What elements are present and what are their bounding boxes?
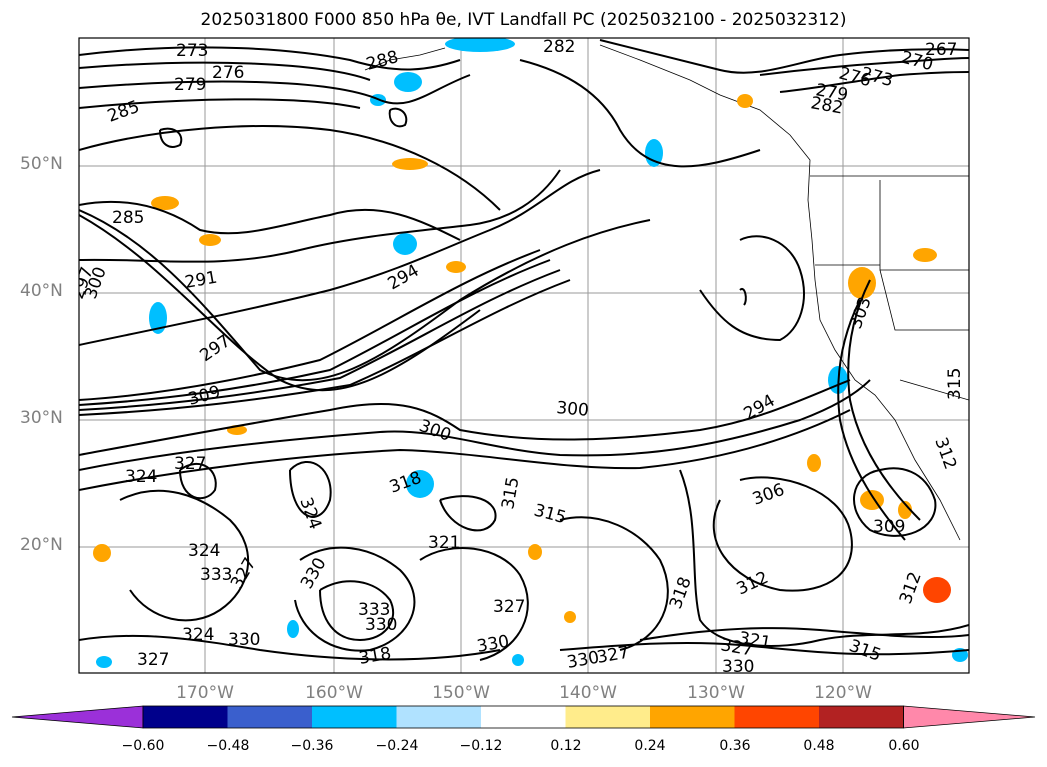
colorbar-segment [143, 706, 228, 728]
colorbar-tick-label: −0.60 [121, 738, 165, 754]
colorbar-tick-label: 0.12 [550, 738, 582, 754]
lat-label-30n: 30°N [20, 408, 63, 428]
colorbar-tick-label: 0.60 [888, 738, 920, 754]
contour-label: 327 [137, 650, 169, 670]
colorbar-segment [734, 706, 819, 728]
lat-label-50n: 50°N [20, 154, 63, 174]
contour-label: 324 [188, 541, 220, 561]
contour-label: 273 [176, 41, 208, 61]
colorbar-tick-label: −0.36 [290, 738, 334, 754]
colorbar-tick-label: 0.48 [803, 738, 835, 754]
colorbar-segment [481, 706, 566, 728]
contour-label: 279 [174, 75, 206, 95]
lon-label-130w: 130°W [687, 683, 745, 703]
lon-label-140w: 140°W [559, 683, 617, 703]
contour-label: 267 [925, 40, 957, 60]
gridlines [79, 38, 969, 673]
lon-label-150w: 150°W [432, 683, 490, 703]
colorbar-segment [565, 706, 650, 728]
contour-label: 330 [722, 657, 754, 677]
contour-label: 327 [493, 597, 525, 617]
plot-area [79, 38, 969, 673]
contour-label: 330 [365, 615, 397, 635]
colorbar-tick-label: −0.48 [206, 738, 250, 754]
colorbar-segment [396, 706, 481, 728]
colorbar [11, 705, 1036, 729]
lon-label-160w: 160°W [305, 683, 363, 703]
lat-label-20n: 20°N [20, 535, 63, 555]
colorbar-tick-label: −0.24 [375, 738, 419, 754]
contour-label-group: 273 276 279 282 285 288 270 267 273 276 … [79, 37, 965, 677]
contour-lines [79, 39, 969, 661]
lon-label-170w: 170°W [176, 683, 234, 703]
colorbar-segment [650, 706, 735, 728]
coastline [364, 44, 969, 541]
map-title: 2025031800 F000 850 hPa θe, IVT Landfall… [200, 10, 847, 30]
lon-label-120w: 120°W [814, 683, 872, 703]
contour-label: 285 [112, 208, 144, 228]
plot-frame [78, 37, 970, 674]
colorbar-segment [312, 706, 397, 728]
colorbar-tick-label: −0.12 [459, 738, 503, 754]
contour-label: 321 [428, 533, 460, 553]
colorbar-frame [142, 705, 904, 729]
colorbar-extend-min [11, 705, 144, 729]
contour-label: 324 [182, 625, 214, 645]
colorbar-segment [819, 706, 904, 728]
contour-label: 309 [873, 517, 905, 537]
colorbar-tick-label: 0.36 [719, 738, 751, 754]
contour-label: 282 [543, 37, 575, 57]
colorbar-tick-label: 0.24 [634, 738, 666, 754]
contour-label: 324 [125, 467, 157, 487]
colorbar-segment [227, 706, 312, 728]
contour-label: 315 [945, 368, 965, 400]
colorbar-extend-max [903, 705, 1036, 729]
contour-label: 330 [228, 630, 260, 650]
contour-label: 300 [556, 398, 590, 421]
contour-label: 327 [174, 454, 206, 474]
lat-label-40n: 40°N [20, 281, 63, 301]
contour-label: 333 [200, 565, 232, 585]
contour-label: 276 [212, 63, 244, 83]
contour-label: 333 [358, 600, 390, 620]
